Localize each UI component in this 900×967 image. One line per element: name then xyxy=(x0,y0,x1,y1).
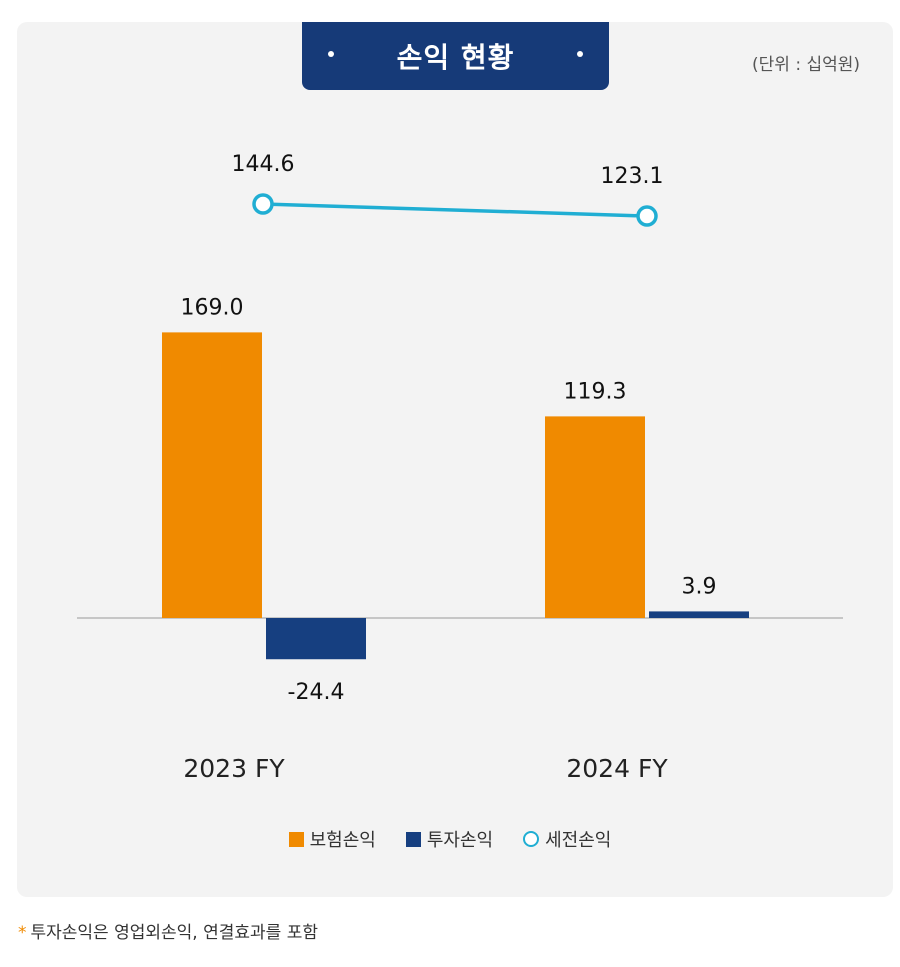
legend-circle-icon xyxy=(523,831,540,847)
bar-value-label: 169.0 xyxy=(181,295,244,320)
bar-value-label: 3.9 xyxy=(682,574,717,599)
line-value-label: 123.1 xyxy=(601,164,664,189)
pretax-point xyxy=(252,193,274,215)
pretax-point xyxy=(636,205,658,227)
legend-square-icon xyxy=(405,831,421,847)
line-value-label: 144.6 xyxy=(232,152,295,177)
legend: 보험손익 투자손익 세전손익 xyxy=(0,826,900,852)
bar-insurance xyxy=(162,332,262,618)
bar-investment xyxy=(649,611,749,618)
pretax-line xyxy=(262,202,648,218)
legend-item-investment: 투자손익 xyxy=(405,826,494,852)
bar-value-label: -24.4 xyxy=(288,680,345,705)
legend-square-icon xyxy=(288,831,304,847)
legend-label: 투자손익 xyxy=(426,830,494,851)
bullet-dot-icon xyxy=(577,51,583,57)
chart-title-banner: 손익 현황 xyxy=(302,22,609,90)
footnote-text: 투자손익은 영업외손익, 연결효과를 포함 xyxy=(30,923,319,943)
unit-label: (단위 : 십억원) xyxy=(752,55,860,75)
x-tick-label: 2023 FY xyxy=(183,754,285,783)
bullet-dot-icon xyxy=(328,51,334,57)
footnote: * 투자손익은 영업외손익, 연결효과를 포함 xyxy=(18,918,318,943)
legend-label: 세전손익 xyxy=(545,830,612,851)
footnote-marker: * xyxy=(18,923,27,943)
legend-item-pretax: 세전손익 xyxy=(523,826,611,852)
bar-insurance xyxy=(545,416,645,618)
x-tick-label: 2024 FY xyxy=(566,754,668,783)
legend-item-insurance: 보험손익 xyxy=(288,826,376,852)
chart-title: 손익 현황 xyxy=(396,41,515,74)
legend-label: 보험손익 xyxy=(309,830,376,851)
bar-investment xyxy=(266,618,366,660)
bar-value-label: 119.3 xyxy=(564,379,627,404)
